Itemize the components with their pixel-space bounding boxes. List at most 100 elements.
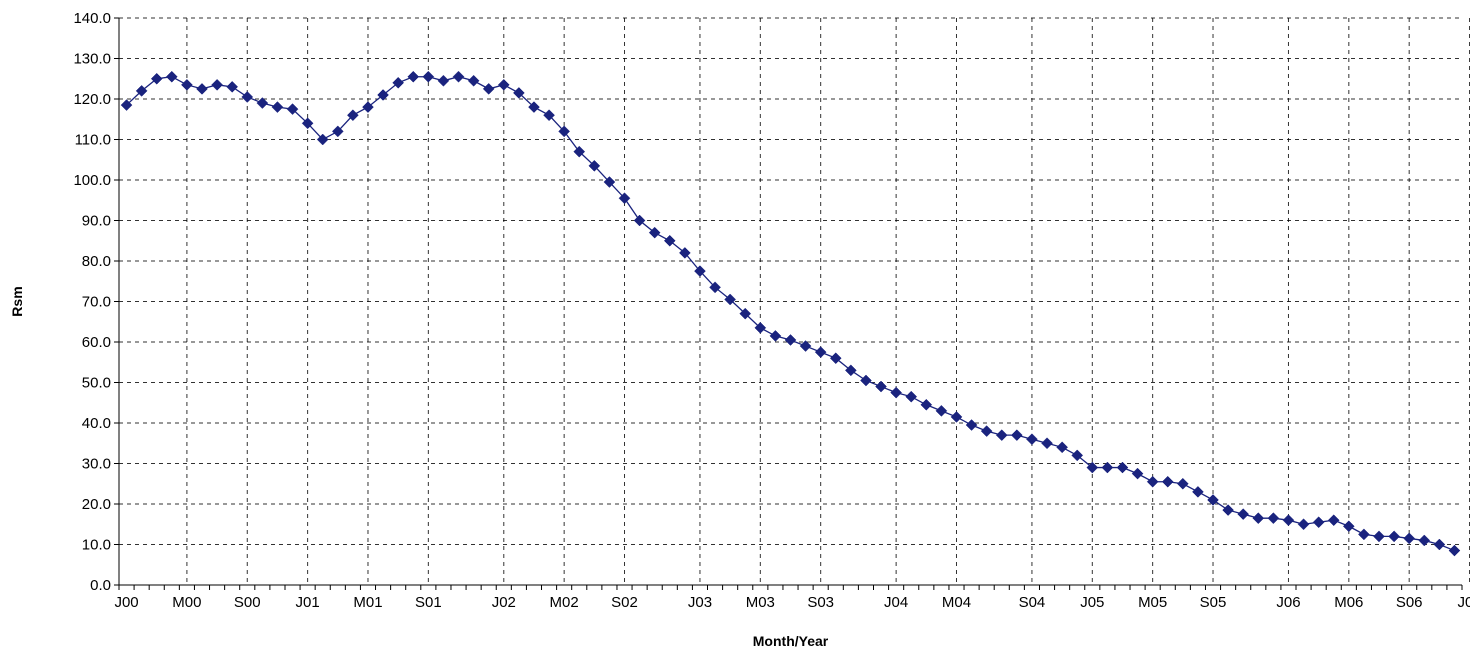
data-point-marker [331,125,344,138]
data-point-marker [1222,504,1234,516]
data-point-marker [1433,538,1446,551]
data-point-marker [181,78,193,91]
data-point-marker [799,340,812,352]
y-tick-label: 110.0 [75,132,111,149]
data-point-marker [1252,512,1265,525]
data-point-marker [1267,512,1280,525]
series-layer [120,70,1461,557]
x-tick-label: S02 [611,594,638,611]
axes [114,17,1463,590]
data-point-marker [1388,530,1400,543]
data-point-marker [709,281,721,294]
data-point-marker [588,159,601,172]
grid-lines [119,17,1470,585]
data-point-marker [452,70,465,83]
data-point-marker [1026,433,1038,446]
x-tick-label: S04 [1019,594,1046,611]
data-point-marker [860,374,872,387]
y-tick-label: 30.0 [82,456,111,473]
y-tick-label: 100.0 [73,172,111,189]
x-axis-title: Month/Year [753,633,829,649]
data-point-marker [226,80,239,93]
data-point-marker [211,78,223,91]
data-point-marker [1146,475,1159,488]
x-tick-label: M01 [353,594,382,611]
y-tick-label: 130.0 [73,51,111,68]
data-point-marker [965,419,978,431]
data-point-marker [1237,508,1250,520]
data-point-marker [482,83,495,95]
y-tick-label: 20.0 [82,496,111,513]
data-point-marker [1056,441,1068,454]
data-point-marker [679,247,691,259]
data-point-marker [362,101,374,113]
data-point-marker [271,101,284,113]
y-tick-label: 50.0 [82,375,111,392]
x-tick-label: S03 [807,594,834,611]
data-point-marker [920,398,933,411]
data-point-marker [165,70,178,83]
data-point-marker [422,70,435,83]
data-point-marker [724,293,736,306]
y-axis-title: Rsm [9,286,25,316]
y-tick-label: 70.0 [82,294,111,311]
data-point-marker [1418,534,1431,547]
data-point-marker [301,117,314,130]
data-point-marker [1131,467,1144,480]
data-point-marker [347,109,359,122]
data-point-marker [845,364,857,377]
data-point-marker [1071,449,1084,462]
data-point-marker [1010,429,1023,442]
data-point-marker [528,101,540,113]
y-tick-label: 80.0 [82,253,111,270]
data-point-marker [694,265,706,277]
data-point-marker [467,74,480,87]
data-point-marker [558,125,571,138]
x-tick-labels: J00 M00 S00 J01 M01 S01 J02 M02 S02 J03 M03 S03 J04 M… [114,594,1470,611]
y-tick-label: 140.0 [73,10,111,27]
data-point-marker [1358,528,1370,541]
data-point-marker [286,103,299,115]
y-tick-label: 40.0 [82,415,111,432]
data-point-marker [1448,544,1461,557]
x-tick-label: M02 [550,594,579,611]
data-point-marker [814,346,827,358]
x-tick-label: J07 [1457,594,1470,611]
data-point-marker [241,91,254,103]
data-point-marker [1312,516,1325,529]
data-point-marker [829,352,842,365]
data-point-marker [618,192,631,205]
x-tick-label: J00 [114,594,138,611]
data-point-marker [1373,530,1385,543]
data-point-marker [1342,520,1355,533]
data-point-marker [1176,477,1189,490]
data-point-marker [769,330,782,342]
data-point-marker [316,133,329,146]
data-point-marker [1327,514,1340,527]
data-point-marker [890,386,902,399]
data-point-marker [1192,485,1204,498]
data-point-marker [1116,461,1129,474]
data-point-marker [256,97,269,109]
data-point-marker [150,72,163,85]
y-tick-labels: 0.0 10.0 20.0 30.0 40.0 50.0 60.0 70.0 80.0 90.0 1… [73,10,111,594]
x-tick-label: M06 [1334,594,1363,611]
data-point-marker [935,404,948,417]
x-tick-label: S06 [1396,594,1423,611]
data-point-marker [648,226,661,239]
data-point-marker [995,429,1008,442]
x-tick-label: J04 [884,594,908,611]
x-tick-label: J03 [688,594,712,611]
data-point-marker [1101,461,1114,474]
data-point-marker [407,70,420,83]
data-point-marker [437,74,450,87]
data-point-marker [980,425,993,437]
y-tick-label: 120.0 [73,91,111,108]
x-tick-label: S00 [234,594,261,611]
x-tick-label: M00 [172,594,201,611]
data-point-marker [1041,437,1053,450]
data-point-marker [543,109,555,122]
data-point-marker [513,87,525,99]
series-line [126,76,1455,552]
